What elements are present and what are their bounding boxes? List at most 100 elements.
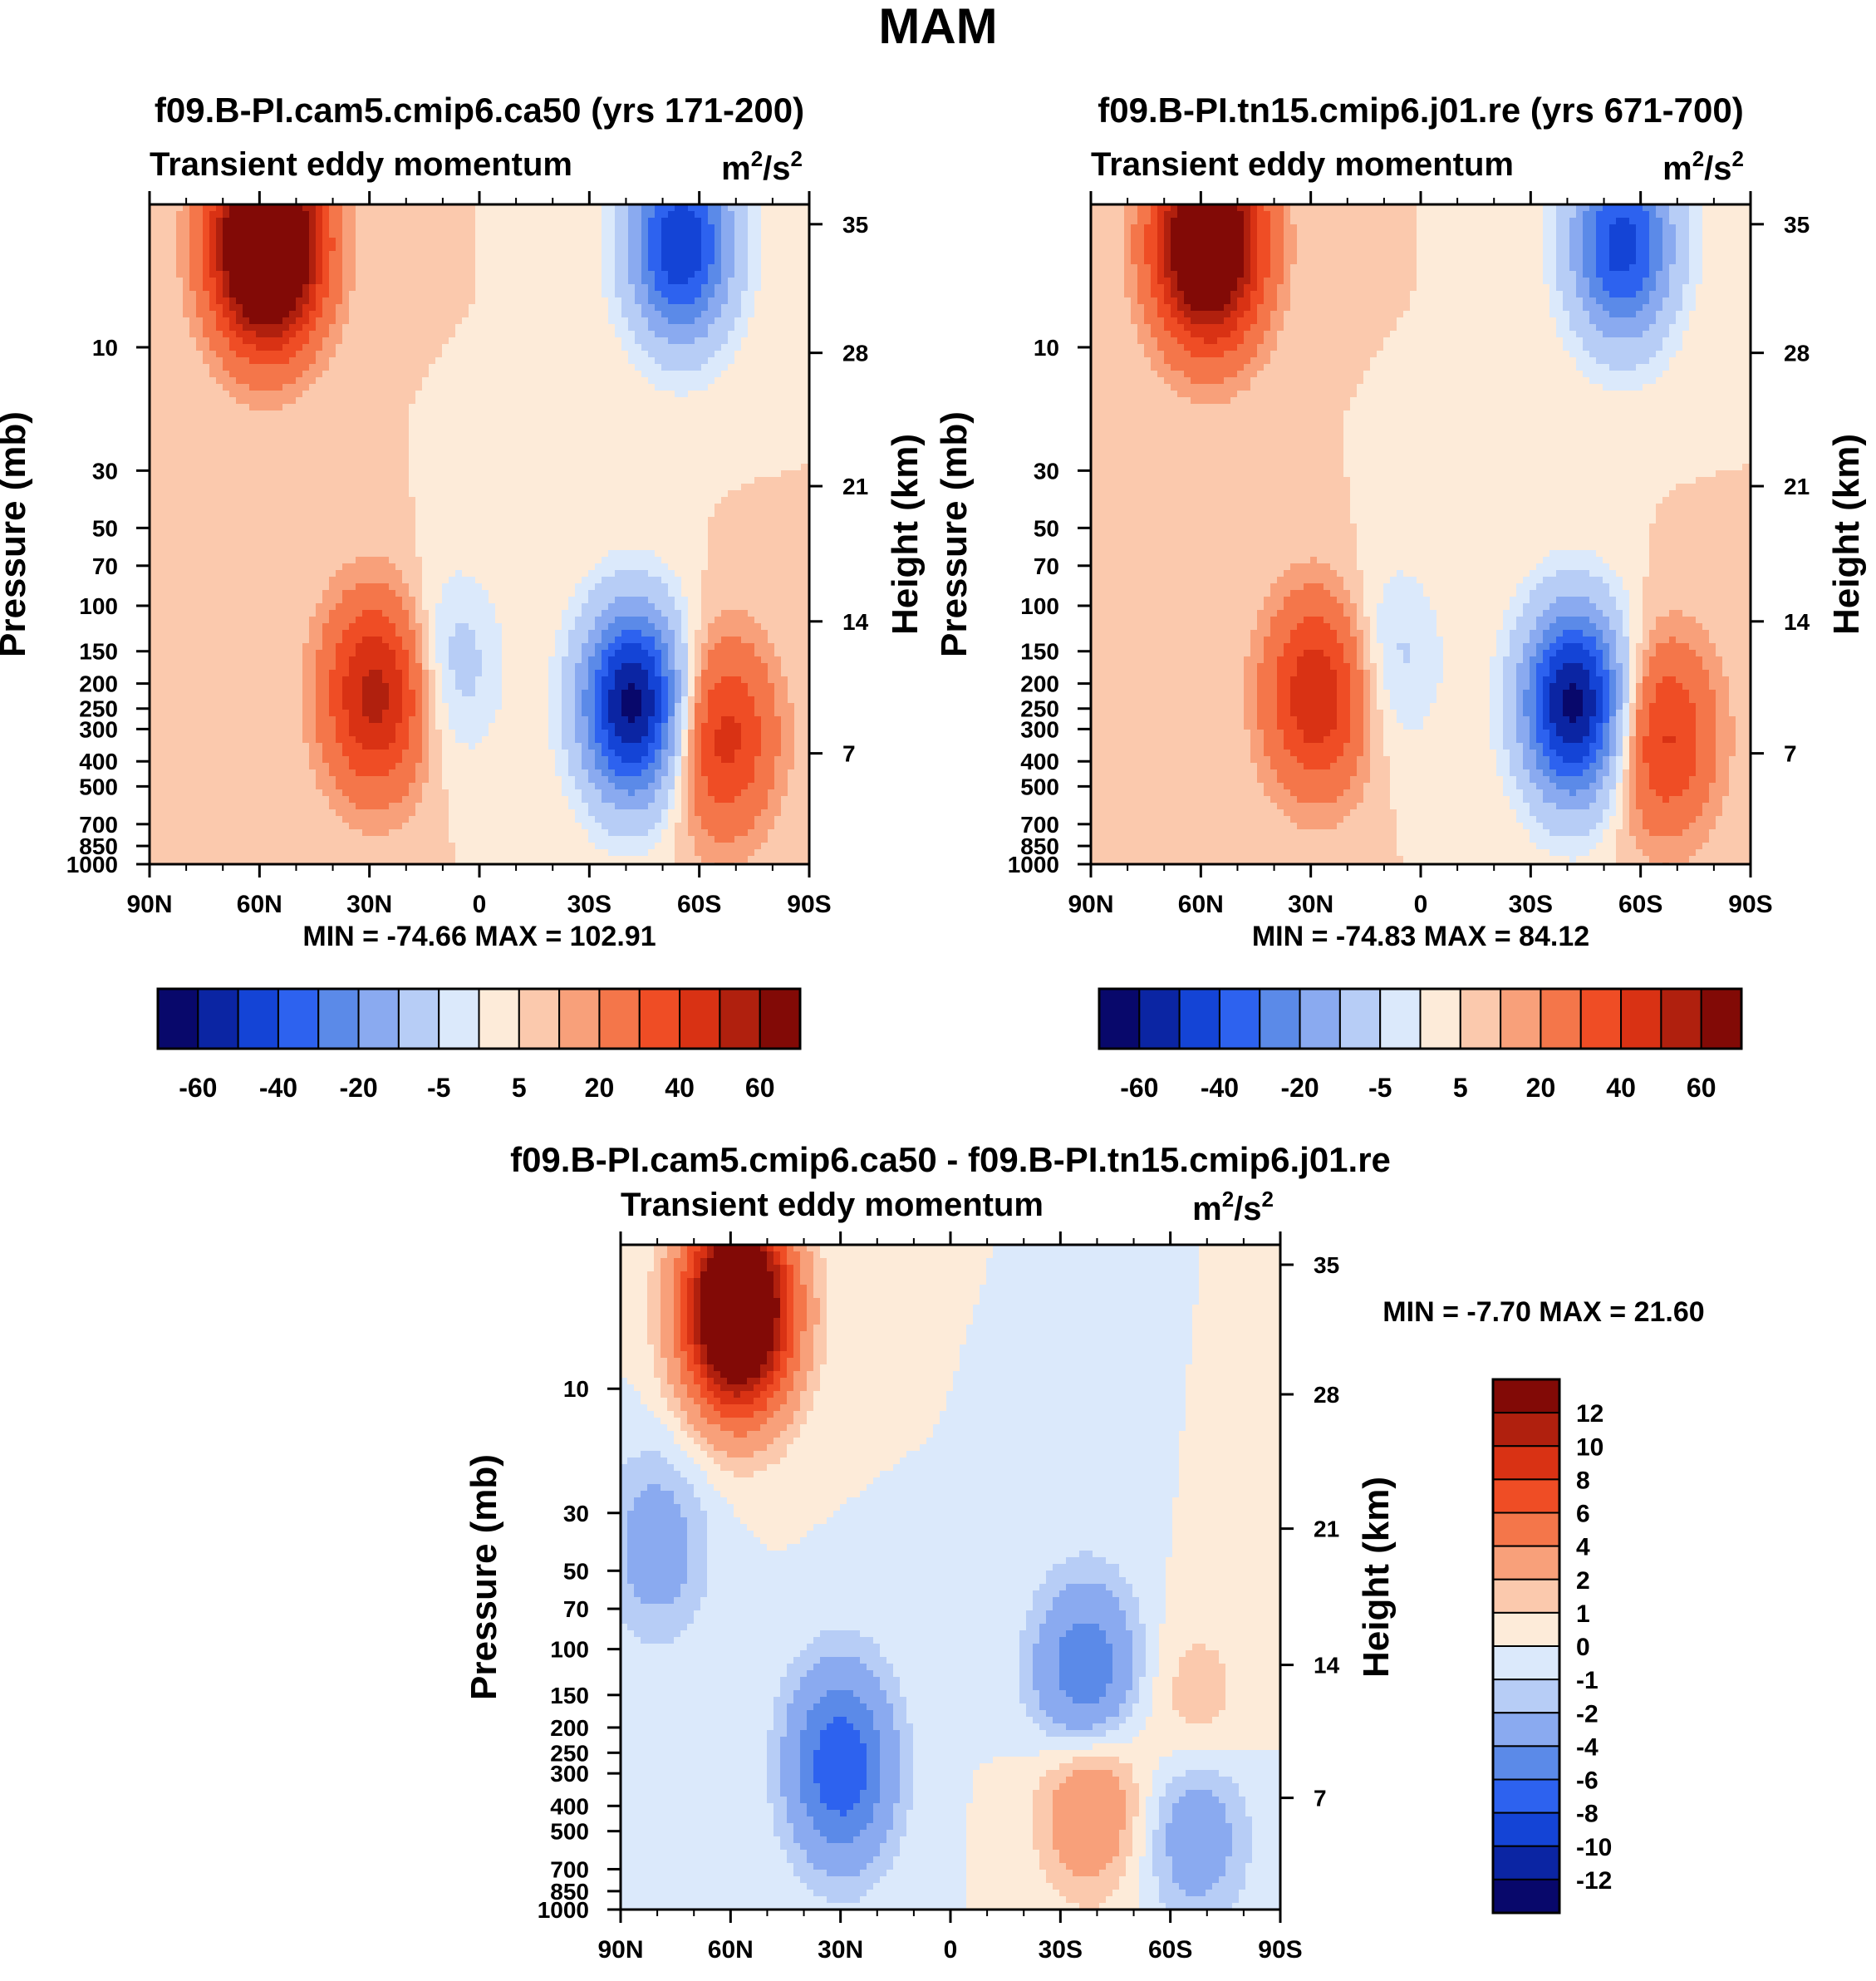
contour-cell (515, 317, 523, 325)
contour-cell (156, 490, 164, 498)
contour-cell (449, 317, 456, 325)
contour-cell (794, 457, 802, 465)
contour-cell (788, 410, 795, 418)
contour-cell (754, 417, 762, 425)
contour-cell (661, 404, 669, 411)
contour-cell (794, 404, 802, 411)
contour-cell (236, 337, 243, 345)
contour-cell (229, 497, 237, 504)
contour-cell (389, 391, 396, 398)
contour-cell (502, 391, 509, 398)
contour-cell (788, 510, 795, 518)
contour-cell (382, 510, 390, 518)
contour-cell (675, 391, 682, 398)
contour-cell (189, 391, 197, 398)
contour-cell (602, 244, 609, 252)
contour-cell (748, 231, 755, 238)
contour-cell (695, 271, 702, 278)
contour-cell (209, 238, 217, 245)
contour-cell (608, 331, 616, 338)
contour-cell (422, 497, 430, 504)
contour-cell (788, 218, 795, 225)
contour-cell (675, 397, 682, 405)
contour-cell (482, 278, 489, 285)
contour-cell (774, 357, 782, 365)
contour-cell (528, 304, 536, 312)
contour-cell (336, 244, 343, 252)
contour-cell (276, 417, 283, 425)
contour-cell (522, 530, 529, 538)
contour-cell (734, 490, 742, 498)
contour-cell (715, 244, 722, 252)
contour-cell (542, 284, 549, 292)
contour-cell (562, 490, 569, 498)
contour-cell (289, 517, 297, 524)
contour-cell (641, 430, 649, 438)
contour-cell (489, 517, 496, 524)
contour-cell (243, 484, 250, 491)
contour-cell (435, 231, 443, 238)
contour-cell (661, 337, 669, 345)
contour-cell (156, 504, 164, 511)
contour-cell (169, 357, 177, 365)
contour-cell (588, 304, 596, 312)
contour-cell (356, 324, 363, 332)
contour-cell (376, 211, 383, 219)
contour-cell (608, 317, 616, 325)
contour-cell (615, 251, 622, 258)
contour-cell (734, 211, 742, 219)
contour-cell (495, 530, 503, 538)
contour-cell (768, 344, 775, 351)
contour-cell (282, 224, 290, 232)
contour-cell (449, 444, 456, 451)
contour-cell (409, 470, 416, 478)
contour-cell (701, 490, 709, 498)
contour-cell (721, 484, 729, 491)
contour-cell (628, 517, 636, 524)
contour-cell (409, 364, 416, 371)
contour-cell (389, 510, 396, 518)
contour-cell (389, 464, 396, 471)
contour-cell (216, 484, 223, 491)
contour-cell (402, 224, 410, 232)
contour-cell (189, 530, 197, 538)
contour-cell (781, 444, 788, 451)
contour-cell (535, 450, 543, 458)
contour-cell (322, 391, 330, 398)
contour-cell (655, 317, 662, 325)
contour-cell (243, 371, 250, 378)
contour-cell (522, 444, 529, 451)
contour-cell (282, 351, 290, 358)
contour-cell (362, 271, 370, 278)
contour-cell (296, 417, 303, 425)
contour-cell (216, 231, 223, 238)
contour-cell (615, 377, 622, 385)
contour-cell (595, 530, 602, 538)
contour-cell (701, 384, 709, 391)
contour-cell (302, 244, 310, 252)
contour-cell (422, 244, 430, 252)
contour-cell (376, 278, 383, 285)
contour-cell (661, 284, 669, 292)
contour-cell (701, 404, 709, 411)
contour-cell (721, 258, 729, 265)
contour-cell (588, 357, 596, 365)
contour-cell (801, 457, 808, 465)
contour-cell (794, 484, 802, 491)
contour-cell (369, 444, 376, 451)
contour-cell (243, 297, 250, 305)
contour-cell (615, 504, 622, 511)
contour-cell (768, 504, 775, 511)
contour-cell (602, 297, 609, 305)
contour-cell (575, 524, 582, 531)
contour-cell (156, 384, 164, 391)
contour-cell (409, 238, 416, 245)
contour-cell (774, 457, 782, 465)
contour-cell (223, 477, 230, 484)
contour-cell (489, 284, 496, 292)
contour-cell (389, 211, 396, 219)
contour-cell (203, 211, 210, 219)
contour-cell (774, 331, 782, 338)
contour-cell (568, 490, 576, 498)
contour-cell (794, 311, 802, 318)
